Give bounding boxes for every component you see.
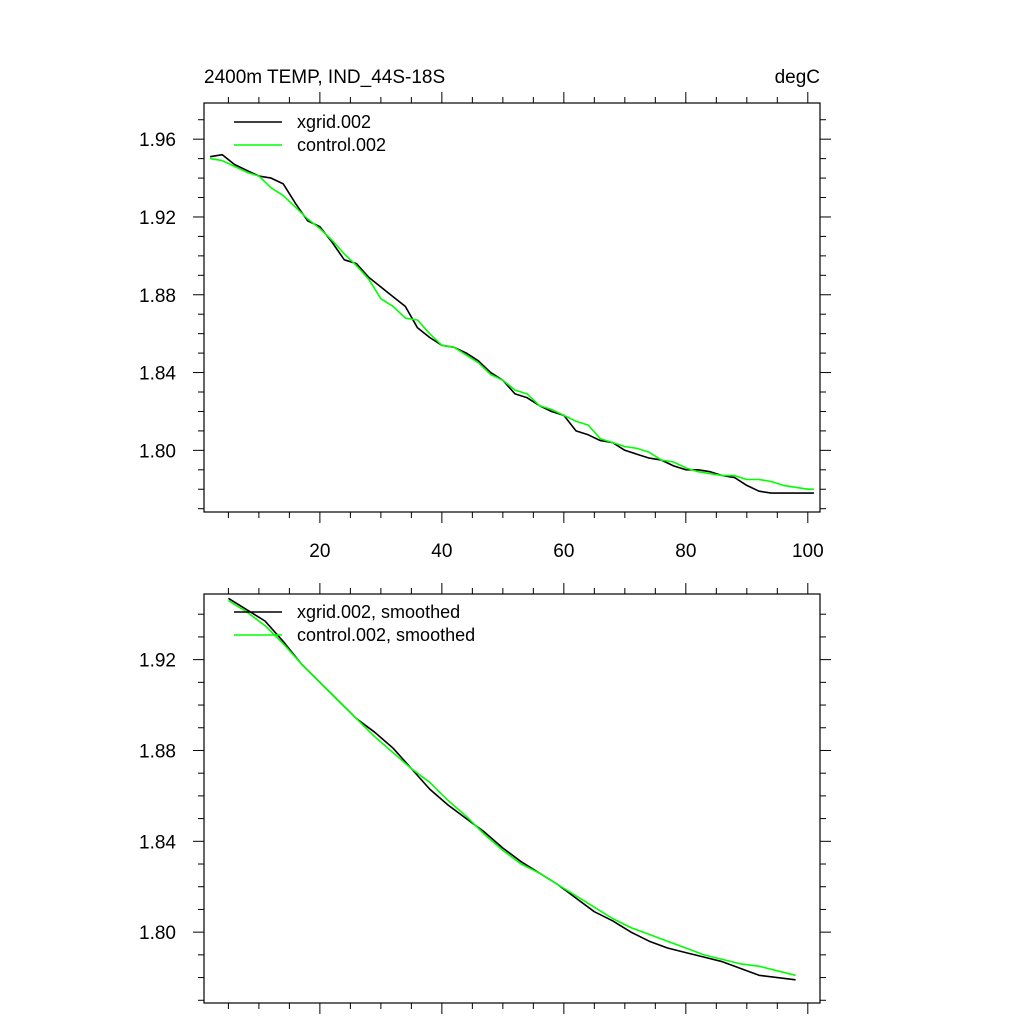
y-tick-label: 1.88 — [139, 741, 176, 762]
legend-label-1: control.002, smoothed — [297, 625, 475, 645]
bottom-panel: 1.92 1.88 1.84 1.80 xgrid.002, smoothed contr… — [139, 583, 831, 1014]
y-tick-label: 1.84 — [139, 364, 176, 385]
x-tick-label: 40 — [431, 541, 452, 562]
y-tick-label: 1.80 — [139, 441, 176, 462]
legend-label-0: xgrid.002, smoothed — [297, 602, 460, 622]
y-tick-label: 1.80 — [139, 923, 176, 944]
y-tick-label: 1.84 — [139, 832, 176, 853]
y-tick-label: 1.88 — [139, 286, 176, 307]
plot-frame — [203, 593, 821, 1004]
chart-title: 2400m TEMP, IND_44S-18S — [204, 67, 445, 88]
top-panel: 20 40 60 80 100 1.96 1.92 1.88 1.84 1.80 xgrid.002… — [139, 92, 831, 562]
series-line-0 — [209, 153, 814, 494]
series-line-1 — [209, 157, 814, 491]
series-line-0 — [227, 597, 796, 981]
y-tick-label: 1.92 — [139, 208, 176, 229]
x-tick-label: 100 — [792, 541, 824, 562]
y-tick-label: 1.96 — [139, 130, 176, 151]
legend-label-0: xgrid.002 — [297, 112, 371, 132]
series-line-1 — [227, 599, 796, 977]
legend-label-1: control.002 — [297, 135, 386, 155]
units-label: degC — [775, 67, 820, 88]
x-tick-label: 60 — [553, 541, 574, 562]
x-tick-label: 20 — [309, 541, 330, 562]
y-tick-label: 1.92 — [139, 651, 176, 672]
plot-frame — [203, 102, 821, 513]
x-tick-label: 80 — [675, 541, 696, 562]
